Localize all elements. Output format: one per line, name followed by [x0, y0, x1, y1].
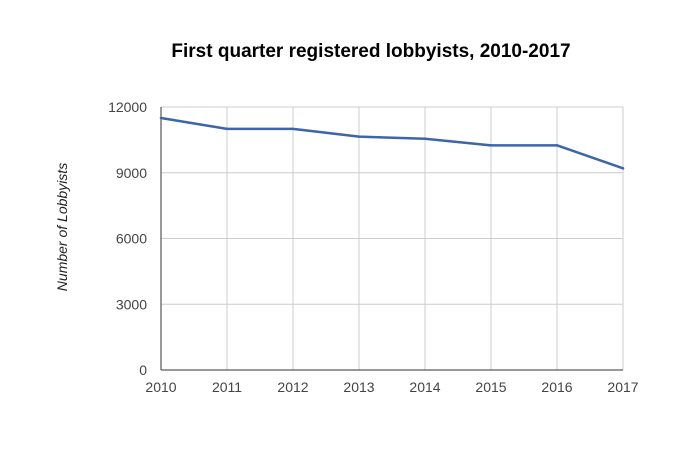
data-point — [555, 144, 559, 147]
data-point — [159, 116, 163, 120]
y-tick-label: 0 — [139, 362, 147, 378]
x-tick-labels: 2010 2011 2012 2013 2014 2015 2016 2017 — [145, 379, 638, 395]
data-point — [489, 144, 493, 147]
x-tick-label: 2010 — [145, 379, 176, 395]
y-tick-label: 9000 — [116, 165, 147, 181]
x-tick-label: 2015 — [475, 379, 506, 395]
data-point — [291, 127, 295, 131]
data-point — [423, 137, 427, 140]
y-tick-label: 12000 — [108, 99, 147, 115]
data-point — [621, 167, 625, 170]
data-point — [225, 127, 229, 131]
y-tick-label: 6000 — [116, 231, 147, 247]
data-point — [357, 135, 361, 138]
series-line — [159, 116, 625, 170]
x-tick-label: 2011 — [212, 379, 242, 395]
y-axis-label: Number of Lobbyists — [54, 163, 70, 291]
x-tick-label: 2014 — [409, 379, 440, 395]
x-tick-label: 2017 — [607, 379, 638, 395]
series-lines — [159, 116, 625, 170]
x-tick-label: 2012 — [277, 379, 308, 395]
chart-title: First quarter registered lobbyists, 2010… — [171, 41, 570, 62]
x-tick-label: 2013 — [343, 379, 374, 395]
y-tick-label: 3000 — [116, 296, 147, 312]
y-tick-labels: 0 3000 6000 9000 12000 — [108, 99, 147, 378]
x-tick-label: 2016 — [541, 379, 572, 395]
gridlines — [160, 106, 624, 371]
